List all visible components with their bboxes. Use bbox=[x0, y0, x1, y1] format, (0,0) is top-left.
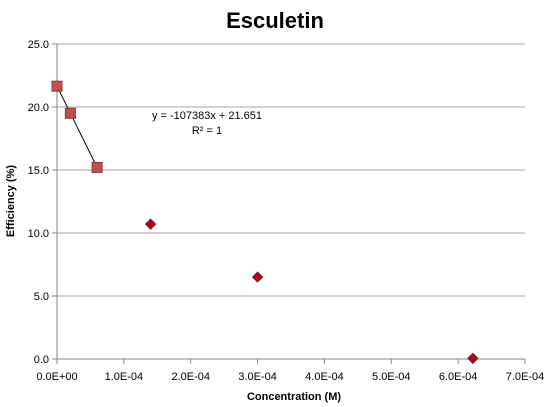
x-tick-label: 0.0E+00 bbox=[36, 371, 77, 383]
data-point-diamond bbox=[251, 271, 264, 283]
data-point-diamond bbox=[467, 352, 479, 365]
data-points bbox=[51, 80, 479, 365]
x-tick-label: 7.0E-04 bbox=[506, 371, 545, 383]
y-tick-label: 25.0 bbox=[28, 39, 49, 51]
y-tick-label: 10.0 bbox=[28, 228, 49, 240]
y-axis-title: Efficiency (%) bbox=[5, 165, 17, 237]
x-axis-title: Concentration (M) bbox=[247, 391, 341, 403]
trendline bbox=[56, 85, 98, 168]
x-tick-label: 2.0E-04 bbox=[171, 371, 210, 383]
y-tick-label: 20.0 bbox=[28, 102, 49, 114]
data-point-square bbox=[51, 80, 63, 92]
x-tick-label: 6.0E-04 bbox=[439, 371, 478, 383]
x-tick-label: 3.0E-04 bbox=[238, 371, 277, 383]
trendline-equation: y = -107383x + 21.651 bbox=[152, 110, 262, 122]
data-point-diamond bbox=[144, 218, 157, 230]
y-tick-label: 15.0 bbox=[28, 165, 49, 177]
trendline-r-squared: R² = 1 bbox=[192, 125, 222, 137]
y-tick-label: 5.0 bbox=[34, 291, 49, 303]
x-tick-label: 4.0E-04 bbox=[305, 371, 344, 383]
x-tick-label: 5.0E-04 bbox=[372, 371, 411, 383]
chart-title: Esculetin bbox=[226, 8, 324, 33]
grid bbox=[57, 43, 525, 297]
y-tick-label: 0.0 bbox=[34, 354, 49, 366]
data-point-square bbox=[64, 107, 76, 119]
x-tick-labels: 0.0E+00 1.0E-04 2.0E-04 3.0E-04 4.0E-04 5.0E-… bbox=[36, 371, 544, 383]
y-tick-labels: 0.0 5.0 10.0 15.0 20.0 25.0 bbox=[28, 39, 49, 366]
trendline-line bbox=[56, 85, 98, 168]
x-tick-label: 1.0E-04 bbox=[105, 371, 144, 383]
data-point-square bbox=[91, 161, 103, 173]
axes bbox=[52, 43, 526, 364]
